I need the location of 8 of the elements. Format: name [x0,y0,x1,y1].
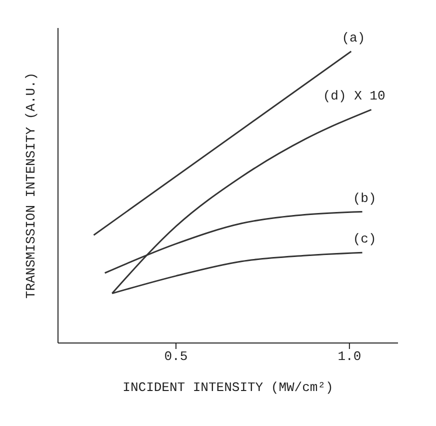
series-label: (c) [352,232,376,247]
x-tick-label: 1.0 [338,349,362,364]
x-axis-title: INCIDENT INTENSITY (MW/cm²) [122,380,334,395]
series-label: (a) [342,30,366,46]
series-label: (d) X 10 [322,88,386,104]
series-label: (b) [352,190,376,206]
x-tick-label: 0.5 [164,349,188,364]
y-axis-title: TRANSMISSION INTENSITY (A.U.) [24,72,39,299]
